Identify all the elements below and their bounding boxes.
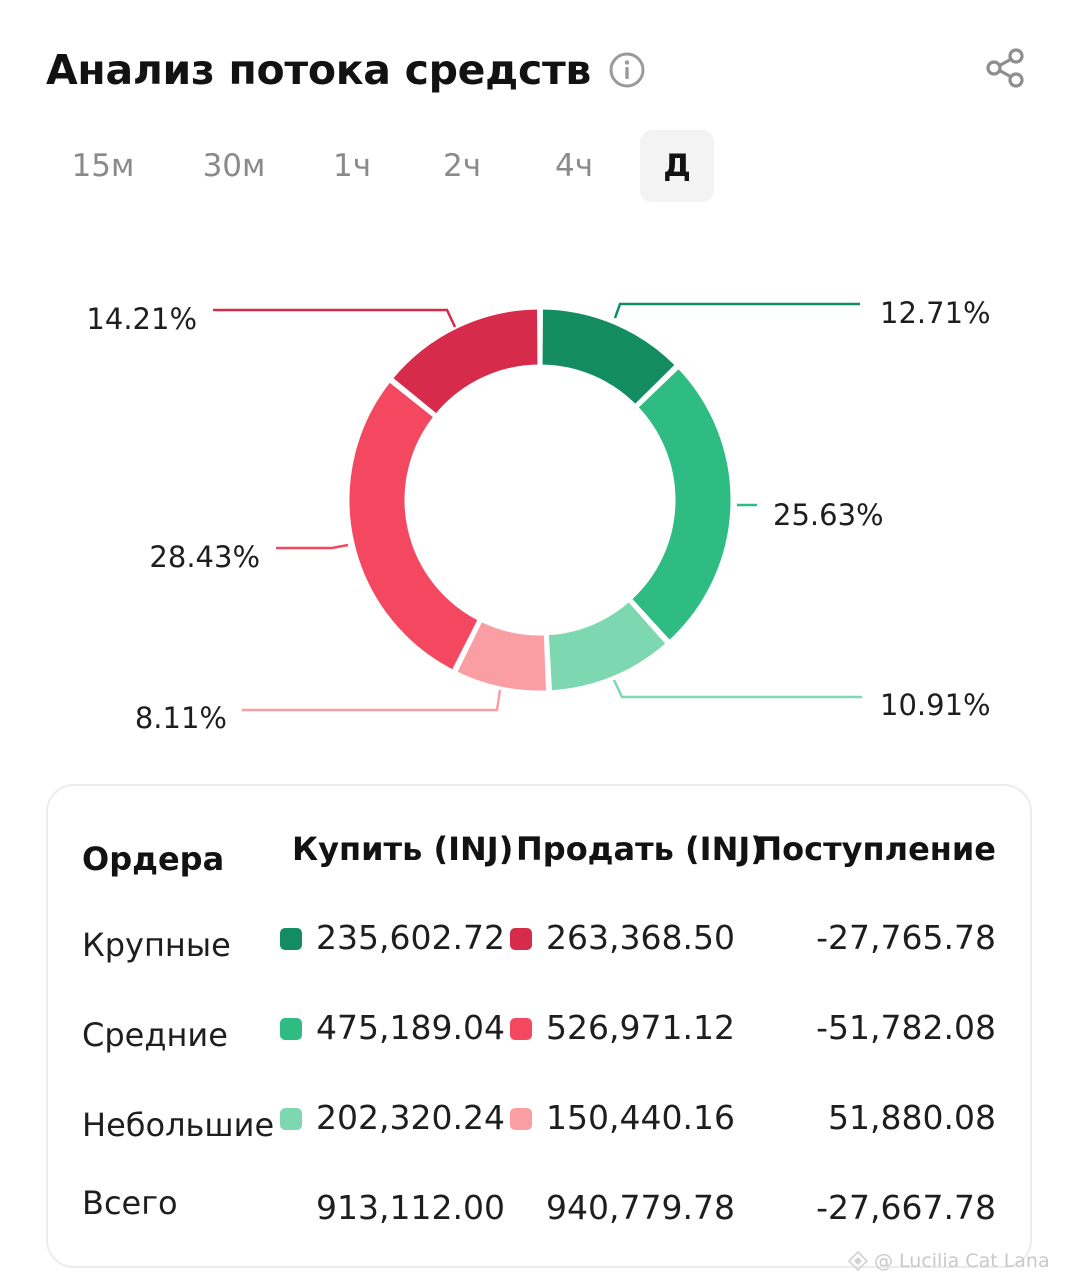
sell-small-value: 150,440.16 <box>546 1098 735 1137</box>
sell-small-swatch <box>510 1108 532 1130</box>
slice-label: 12.71% <box>880 296 991 330</box>
sell-medium-swatch <box>510 1018 532 1040</box>
buy-small-swatch <box>280 1108 302 1130</box>
buy-small-value: 202,320.24 <box>316 1098 505 1137</box>
buy-large-value: 235,602.72 <box>316 918 505 957</box>
col-header-sell: Продать (INJ) <box>516 830 765 868</box>
col-header-orders: Ордера <box>82 840 225 878</box>
row-label-large: Крупные <box>82 926 231 964</box>
watermark-logo-icon <box>848 1251 868 1271</box>
slice-label: 25.63% <box>773 498 884 532</box>
row-label-medium: Средние <box>82 1016 228 1054</box>
inflow-medium-value: -51,782.08 <box>816 1008 996 1047</box>
sell-large-swatch <box>510 928 532 950</box>
tab-4h[interactable]: 4ч <box>554 148 594 184</box>
share-icon[interactable] <box>983 46 1027 90</box>
donut-slice[interactable] <box>539 306 679 408</box>
watermark-text: @ Lucilia Cat Lana <box>874 1250 1050 1272</box>
info-icon[interactable] <box>609 52 645 88</box>
header: Анализ потока средств <box>46 40 645 100</box>
tab-30m[interactable]: 30м <box>202 148 266 184</box>
page-title: Анализ потока средств <box>46 46 592 94</box>
leader-line <box>242 689 502 712</box>
slice-label: 10.91% <box>880 688 991 722</box>
donut-slice[interactable] <box>453 618 550 694</box>
sell-large-value: 263,368.50 <box>546 918 735 957</box>
leader-line <box>613 302 860 319</box>
sell-total-value: 940,779.78 <box>546 1188 735 1227</box>
buy-medium-swatch <box>280 1018 302 1040</box>
buy-medium-value: 475,189.04 <box>316 1008 505 1047</box>
leader-line <box>213 308 457 328</box>
col-header-buy: Купить (INJ) <box>292 830 514 868</box>
donut-slice[interactable] <box>628 365 734 644</box>
slice-label: 8.11% <box>135 701 227 735</box>
buy-total-value: 913,112.00 <box>316 1188 505 1227</box>
inflow-large-value: -27,765.78 <box>816 918 996 957</box>
slice-label: 28.43% <box>149 540 260 574</box>
donut-slice[interactable] <box>545 598 670 694</box>
inflow-small-value: 51,880.08 <box>828 1098 996 1137</box>
col-header-inflow: Поступление <box>755 830 996 868</box>
orders-table: Ордера Купить (INJ) Продать (INJ) Поступ… <box>46 784 1032 1268</box>
watermark: @ Lucilia Cat Lana <box>848 1250 1050 1272</box>
tab-1h[interactable]: 1ч <box>332 148 372 184</box>
tab-2h[interactable]: 2ч <box>442 148 482 184</box>
leader-line <box>612 679 862 699</box>
donut-chart: 12.71% 25.63% 10.91% 8.11% 28.43% 14.21% <box>86 296 991 735</box>
slice-label: 14.21% <box>86 302 197 336</box>
tab-15m[interactable]: 15м <box>71 148 135 184</box>
sell-medium-value: 526,971.12 <box>546 1008 735 1047</box>
donut-slice[interactable] <box>346 378 482 674</box>
buy-large-swatch <box>280 928 302 950</box>
row-label-small: Небольшие <box>82 1106 275 1144</box>
donut-slice[interactable] <box>389 306 541 418</box>
inflow-total-value: -27,667.78 <box>816 1188 996 1227</box>
tab-day[interactable]: Д <box>640 130 714 202</box>
timeframe-tabs: 15м 30м 1ч 2ч 4ч Д <box>46 130 714 202</box>
leader-line <box>276 543 349 550</box>
row-label-total: Всего <box>82 1184 178 1222</box>
